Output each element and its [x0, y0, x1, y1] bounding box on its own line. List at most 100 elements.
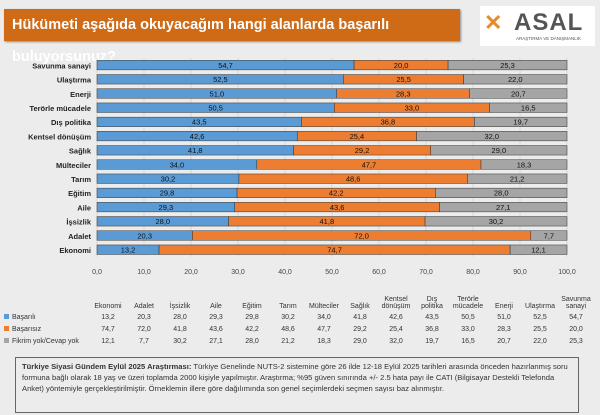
data-label: 36,8	[381, 118, 396, 127]
data-label: 30,2	[489, 217, 504, 226]
table-cell: 41,8	[173, 325, 187, 333]
data-table: Ekonomi Adalet İşsizlik Aile Eğitim Tarım Mült…	[0, 287, 594, 347]
data-label: 20,0	[394, 61, 409, 70]
table-cell: 36,8	[425, 325, 439, 333]
data-label: 28,3	[396, 89, 411, 98]
bar-segment	[489, 102, 568, 113]
x-tick-label: 30,0	[231, 269, 245, 276]
table-cell: 43,6	[209, 325, 223, 333]
data-label: 51,0	[210, 89, 225, 98]
x-tick-label: 50,0	[325, 269, 339, 276]
data-label: 42,2	[329, 189, 344, 198]
category-label: Sağlık	[69, 147, 92, 156]
table-cell: 19,7	[425, 337, 439, 345]
bar-segment	[469, 88, 568, 99]
table-header: Ulaştırma	[525, 303, 555, 310]
data-label: 54,7	[218, 61, 233, 70]
data-label: 22,0	[508, 75, 523, 84]
table-cell: 20,3	[137, 313, 151, 321]
table-row: Fikrim yok/Cevap yok 12,1 7,7 30,2 27,1 28,0 2…	[0, 335, 594, 347]
data-label: 25,5	[396, 75, 411, 84]
x-tick-label: 40,0	[278, 269, 292, 276]
data-label: 25,3	[500, 61, 515, 70]
data-label: 20,7	[511, 89, 526, 98]
table-cell: 18,3	[317, 337, 331, 345]
category-label: Savunma sanayi	[32, 61, 91, 70]
bar-segment	[435, 187, 568, 198]
x-tick-label: 10,0	[137, 269, 151, 276]
table-cell: 42,6	[389, 313, 403, 321]
data-label: 13,2	[121, 245, 136, 254]
data-label: 18,3	[517, 160, 532, 169]
category-label: Aile	[77, 203, 91, 212]
data-label: 29,8	[160, 189, 175, 198]
table-cell: 50,5	[461, 313, 475, 321]
table-header: Ekonomi	[94, 303, 122, 310]
data-label: 47,7	[362, 160, 377, 169]
data-label: 21,2	[510, 174, 525, 183]
table-cell: 28,0	[245, 337, 259, 345]
table-cell: 22,0	[533, 337, 547, 345]
category-label: Enerji	[70, 90, 91, 99]
x-tick-label: 0,0	[92, 269, 102, 276]
table-cell: 52,5	[533, 313, 547, 321]
chart-title: Hükümeti aşağıda okuyacağım hangi alanla…	[4, 9, 460, 65]
table-cell: 7,7	[139, 337, 149, 345]
data-label: 30,2	[161, 174, 176, 183]
table-header: Dış politika	[421, 296, 443, 310]
table-cell: 20,0	[569, 325, 583, 333]
table-cell: 29,3	[209, 313, 223, 321]
bar-segment	[530, 230, 568, 241]
data-label: 43,6	[330, 203, 345, 212]
category-label: Kentsel dönüşüm	[28, 132, 91, 141]
data-label: 27,1	[496, 203, 511, 212]
bar-segment	[430, 145, 568, 156]
data-label: 34,0	[170, 160, 185, 169]
bar-segment	[474, 116, 568, 127]
data-label: 12,1	[531, 245, 546, 254]
series-label: Başarısız	[0, 323, 90, 335]
table-cell: 41,8	[353, 313, 367, 321]
table-cell: 51,0	[497, 313, 511, 321]
x-tick-label: 60,0	[372, 269, 386, 276]
table-cell: 13,2	[101, 313, 115, 321]
table-header: İşsizlik	[169, 303, 191, 310]
x-tick-label: 70,0	[419, 269, 433, 276]
data-label: 7,7	[544, 231, 554, 240]
x-tick-label: 20,0	[184, 269, 198, 276]
asal-logo: ✕ ASAL ARAŞTIRMA VE DANIŞMANLIK	[480, 6, 595, 46]
x-tick-label: 80,0	[466, 269, 480, 276]
table-row: Başarılı 13,2 20,3 28,0 29,3 29,8 30,2 34,0 41,8…	[0, 311, 594, 323]
data-label: 48,6	[346, 174, 361, 183]
table-header: Enerji	[495, 303, 513, 310]
series-label: Başarılı	[0, 311, 90, 323]
survey-note: Türkiye Siyasi Gündem Eylül 2025 Araştır…	[15, 357, 579, 413]
table-cell: 20,7	[497, 337, 511, 345]
bar-segment	[416, 131, 568, 142]
series-name: Başarılı	[12, 313, 36, 321]
data-label: 29,3	[159, 203, 174, 212]
table-header: Terörle mücadele	[452, 296, 484, 310]
category-label: Adalet	[68, 232, 91, 241]
data-label: 74,7	[327, 245, 342, 254]
table-cell: 28,0	[173, 313, 187, 321]
data-label: 28,0	[155, 217, 170, 226]
table-cell: 72,0	[137, 325, 151, 333]
data-label: 72,0	[354, 231, 369, 240]
data-label: 25,4	[350, 132, 365, 141]
table-cell: 25,3	[569, 337, 583, 345]
bar-segment	[463, 74, 568, 85]
category-label: Mülteciler	[56, 161, 91, 170]
table-header: Aile	[210, 303, 222, 310]
legend-swatch-icon	[4, 337, 9, 343]
category-label: Tarım	[71, 175, 91, 184]
data-label: 16,5	[521, 103, 536, 112]
category-label: Ekonomi	[59, 246, 91, 255]
data-label: 28,0	[494, 189, 509, 198]
legend-swatch-icon	[4, 313, 9, 319]
data-label: 41,8	[188, 146, 203, 155]
table-header: Eğitim	[242, 303, 262, 310]
table-cell: 27,1	[209, 337, 223, 345]
table-header: Adalet	[134, 303, 154, 310]
category-label: Eğitim	[68, 189, 91, 198]
